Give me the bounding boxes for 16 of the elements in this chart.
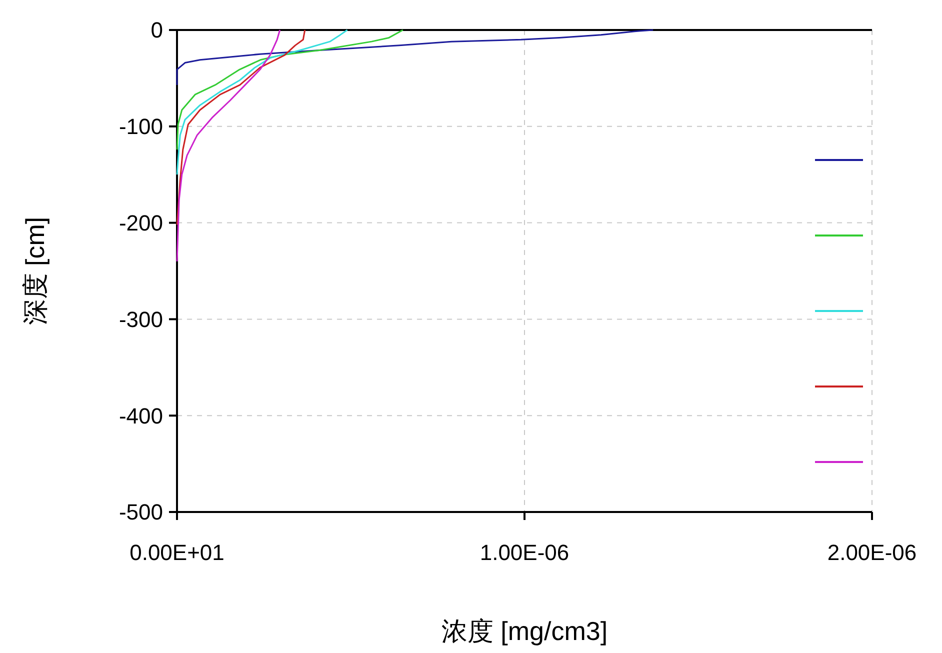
line-series <box>176 29 348 176</box>
x-tick-label: 0.00E+01 <box>130 540 224 565</box>
line-series <box>176 29 654 86</box>
y-tick-label: 0 <box>150 18 163 43</box>
line-series <box>176 29 306 226</box>
y-tick-label: -100 <box>118 114 163 140</box>
y-tick-label: -300 <box>118 306 163 332</box>
y-axis-title: 深度 [cm] <box>20 216 50 326</box>
x-axis-title: 浓度 [mg/cm3] <box>441 616 608 646</box>
y-tick-label: -400 <box>118 403 163 428</box>
x-tick-label: 1.00E-06 <box>480 540 570 565</box>
y-tick-label: -500 <box>118 500 163 525</box>
line-series <box>176 29 281 262</box>
line-series <box>176 29 404 150</box>
y-tick-label: -200 <box>118 210 163 236</box>
x-tick-label: 2.00E-06 <box>827 540 917 565</box>
